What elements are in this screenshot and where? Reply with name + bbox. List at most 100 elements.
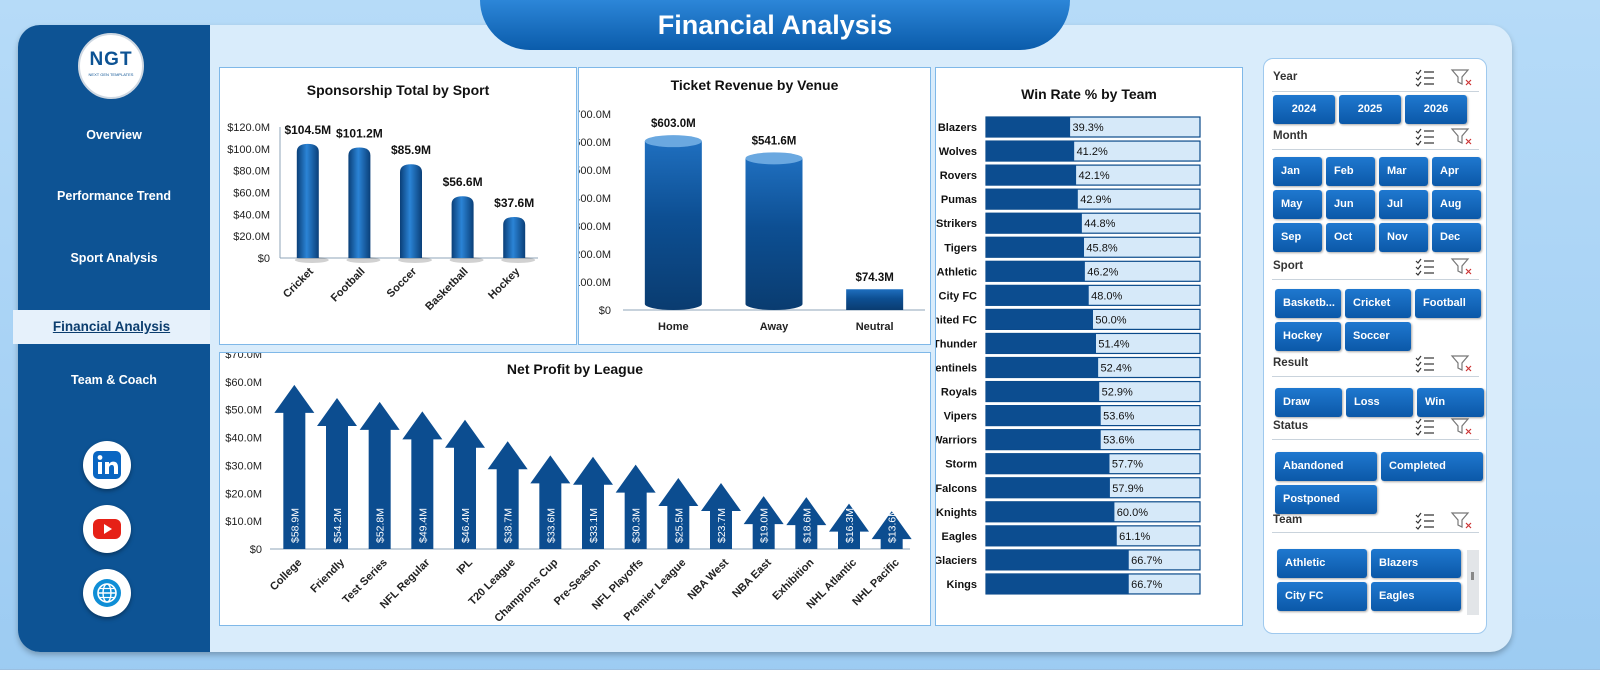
data-label: 57.7% bbox=[1112, 459, 1143, 471]
y-tick-label: $400.0M bbox=[579, 193, 611, 205]
sport-option-2[interactable]: Football bbox=[1415, 289, 1481, 318]
data-label: 66.7% bbox=[1131, 579, 1162, 591]
y-tick-label: Sentinels bbox=[936, 363, 977, 375]
youtube-icon[interactable] bbox=[83, 505, 131, 553]
y-tick-label: $40.0M bbox=[225, 433, 262, 445]
x-tick-label: Basketball bbox=[423, 266, 470, 313]
scroll-thumb[interactable] bbox=[1471, 572, 1474, 580]
multi-select-icon[interactable] bbox=[1416, 129, 1434, 145]
month-slicer-divider bbox=[1272, 149, 1479, 150]
y-tick-label: $0 bbox=[258, 253, 270, 265]
clear-filter-icon[interactable] bbox=[1452, 513, 1471, 528]
bar bbox=[986, 213, 1082, 233]
sidebar-item-team-coach[interactable]: Team & Coach bbox=[18, 373, 210, 387]
data-label: 41.2% bbox=[1077, 146, 1108, 158]
data-label: $101.2M bbox=[336, 127, 383, 141]
data-label: 57.9% bbox=[1112, 483, 1143, 495]
y-tick-label: Tigers bbox=[944, 242, 977, 254]
month-option-mar[interactable]: Mar bbox=[1379, 157, 1428, 186]
result-option-loss[interactable]: Loss bbox=[1346, 388, 1413, 417]
status-option-postponed[interactable]: Postponed bbox=[1275, 485, 1377, 514]
month-option-sep[interactable]: Sep bbox=[1273, 223, 1322, 252]
clear-filter-icon[interactable] bbox=[1452, 259, 1471, 274]
bar bbox=[986, 478, 1110, 498]
team-option-1[interactable]: Blazers bbox=[1371, 549, 1461, 578]
multi-select-icon[interactable] bbox=[1416, 513, 1434, 529]
y-tick-label: $500.0M bbox=[579, 165, 611, 177]
sidebar-item-performance-trend[interactable]: Performance Trend bbox=[18, 189, 210, 203]
team-slicer-scrollbar[interactable] bbox=[1467, 550, 1479, 615]
bar bbox=[746, 158, 803, 310]
month-option-oct[interactable]: Oct bbox=[1326, 223, 1375, 252]
month-option-dec[interactable]: Dec bbox=[1432, 223, 1481, 252]
month-option-jan[interactable]: Jan bbox=[1273, 157, 1322, 186]
status-slicer-label: Status bbox=[1273, 420, 1308, 432]
multi-select-icon[interactable] bbox=[1416, 259, 1434, 275]
team-option-3[interactable]: Eagles bbox=[1371, 582, 1461, 611]
clear-filter-icon[interactable] bbox=[1452, 129, 1471, 144]
month-option-jun[interactable]: Jun bbox=[1326, 190, 1375, 219]
month-option-jul[interactable]: Jul bbox=[1379, 190, 1428, 219]
clear-filter-icon[interactable] bbox=[1452, 356, 1471, 371]
clear-filter-icon[interactable] bbox=[1452, 70, 1471, 85]
y-tick-label: $0 bbox=[599, 305, 611, 317]
multi-select-icon[interactable] bbox=[1416, 356, 1434, 372]
y-tick-label: Falcons bbox=[936, 483, 977, 495]
month-option-apr[interactable]: Apr bbox=[1432, 157, 1481, 186]
status-option-completed[interactable]: Completed bbox=[1381, 452, 1483, 481]
data-label: $74.3M bbox=[855, 272, 893, 284]
bar-top bbox=[746, 152, 803, 164]
data-label: $37.6M bbox=[494, 196, 534, 210]
month-option-aug[interactable]: Aug bbox=[1432, 190, 1481, 219]
profit-panel: Net Profit by League $0 $10.0M $20.0M $30.0… bbox=[219, 352, 931, 626]
data-label: $33.1M bbox=[588, 508, 600, 543]
data-label: $19.0M bbox=[759, 508, 771, 543]
y-tick-label: Wolves bbox=[939, 146, 977, 158]
data-label: $46.4M bbox=[460, 508, 472, 543]
bar bbox=[986, 454, 1109, 474]
data-label: 51.4% bbox=[1098, 338, 1129, 350]
bar bbox=[986, 526, 1117, 546]
y-tick-label: Warriors bbox=[936, 435, 977, 447]
year-option-2025[interactable]: 2025 bbox=[1339, 95, 1401, 124]
month-option-may[interactable]: May bbox=[1273, 190, 1322, 219]
clear-filter-icon[interactable] bbox=[1452, 419, 1471, 434]
page-title: Financial Analysis bbox=[480, 0, 1070, 50]
year-option-2024[interactable]: 2024 bbox=[1273, 95, 1335, 124]
bar bbox=[348, 148, 370, 258]
status-option-abandoned[interactable]: Abandoned bbox=[1275, 452, 1377, 481]
result-option-win[interactable]: Win bbox=[1417, 388, 1484, 417]
team-option-0[interactable]: Athletic bbox=[1277, 549, 1367, 578]
bar bbox=[986, 406, 1101, 426]
sidebar-item-financial-analysis[interactable]: Financial Analysis bbox=[13, 310, 210, 344]
y-tick-label: $100.0M bbox=[227, 144, 270, 156]
data-label: $25.5M bbox=[673, 508, 685, 543]
globe-icon[interactable] bbox=[83, 569, 131, 617]
month-option-feb[interactable]: Feb bbox=[1326, 157, 1375, 186]
result-option-draw[interactable]: Draw bbox=[1275, 388, 1342, 417]
multi-select-icon[interactable] bbox=[1416, 419, 1434, 435]
month-option-nov[interactable]: Nov bbox=[1379, 223, 1428, 252]
data-label: $58.9M bbox=[289, 508, 301, 543]
winrate-panel: Win Rate % by Team Blazers 39.3% Wolves 41.… bbox=[935, 67, 1243, 626]
data-label: $18.6M bbox=[801, 508, 813, 543]
sport-option-4[interactable]: Soccer bbox=[1345, 322, 1411, 351]
data-label: $13.6M bbox=[887, 508, 899, 543]
x-tick-label: IPL bbox=[455, 556, 476, 577]
sport-option-0[interactable]: Basketb... bbox=[1275, 289, 1341, 318]
data-label: 44.8% bbox=[1084, 218, 1115, 230]
sport-option-3[interactable]: Hockey bbox=[1275, 322, 1341, 351]
y-tick-label: Knights bbox=[936, 507, 977, 519]
team-option-2[interactable]: City FC bbox=[1277, 582, 1367, 611]
data-label: 52.9% bbox=[1102, 387, 1133, 399]
year-option-2026[interactable]: 2026 bbox=[1405, 95, 1467, 124]
sidebar-item-overview[interactable]: Overview bbox=[18, 128, 210, 142]
linkedin-icon[interactable] bbox=[83, 441, 131, 489]
x-tick-label: Friendly bbox=[308, 556, 347, 595]
bar bbox=[452, 196, 474, 258]
data-label: $16.3M bbox=[844, 508, 856, 543]
data-label: $54.2M bbox=[332, 508, 344, 543]
sport-option-1[interactable]: Cricket bbox=[1345, 289, 1411, 318]
multi-select-icon[interactable] bbox=[1416, 70, 1434, 86]
sidebar-item-sport-analysis[interactable]: Sport Analysis bbox=[18, 251, 210, 265]
